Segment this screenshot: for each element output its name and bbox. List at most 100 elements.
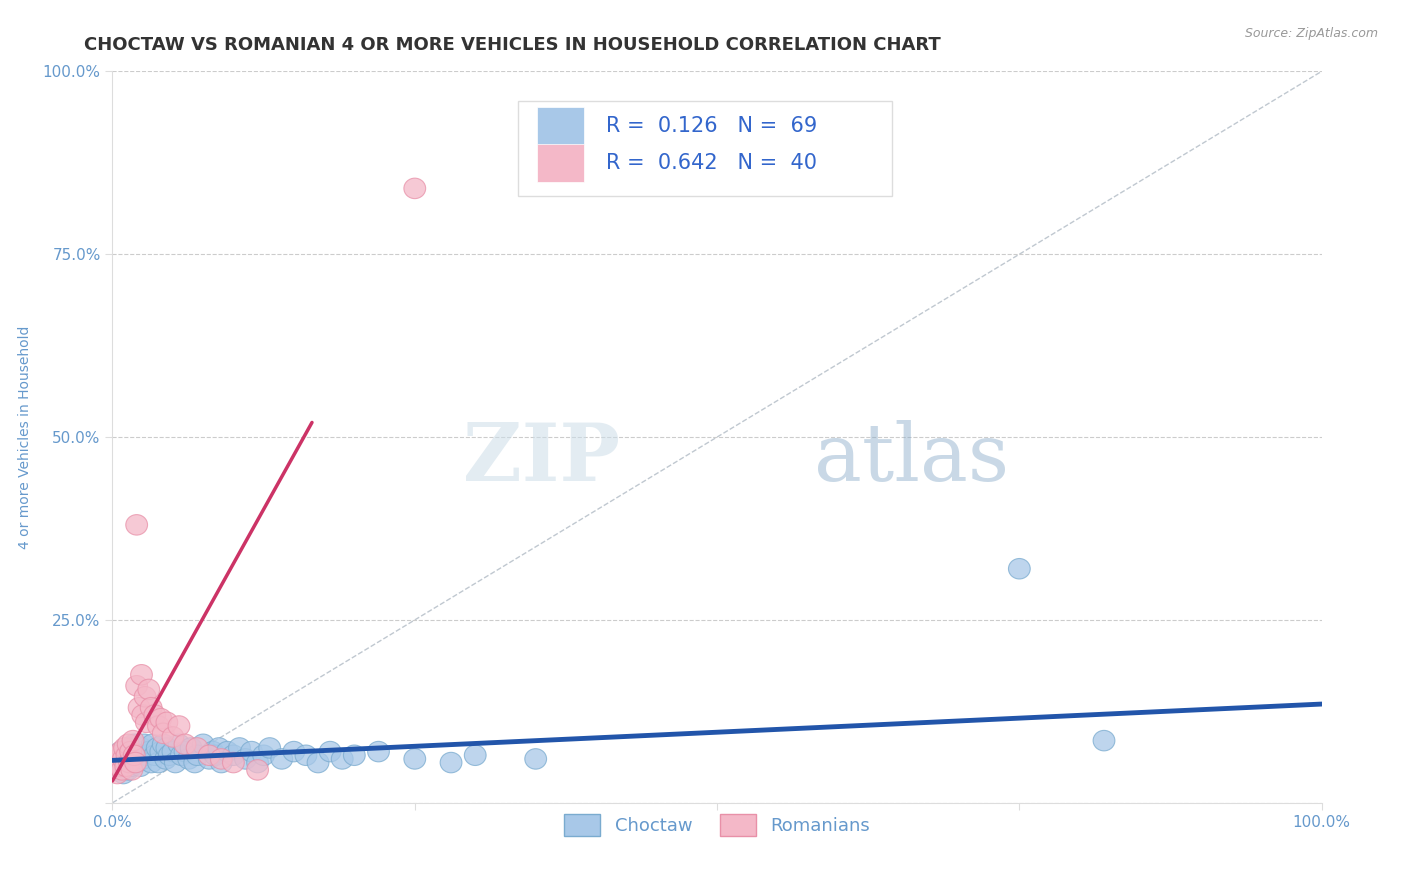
Ellipse shape bbox=[198, 748, 221, 769]
Ellipse shape bbox=[141, 752, 162, 772]
Ellipse shape bbox=[155, 748, 177, 769]
FancyBboxPatch shape bbox=[517, 101, 893, 195]
Ellipse shape bbox=[217, 741, 238, 762]
Ellipse shape bbox=[165, 752, 186, 772]
Text: atlas: atlas bbox=[814, 420, 1010, 498]
Ellipse shape bbox=[125, 752, 148, 772]
Ellipse shape bbox=[343, 745, 366, 765]
Ellipse shape bbox=[222, 752, 245, 772]
Ellipse shape bbox=[169, 715, 190, 736]
Text: CHOCTAW VS ROMANIAN 4 OR MORE VEHICLES IN HOUSEHOLD CORRELATION CHART: CHOCTAW VS ROMANIAN 4 OR MORE VEHICLES I… bbox=[84, 36, 941, 54]
Ellipse shape bbox=[121, 756, 143, 776]
Ellipse shape bbox=[148, 715, 169, 736]
Ellipse shape bbox=[156, 738, 177, 758]
Text: R =  0.642   N =  40: R = 0.642 N = 40 bbox=[606, 153, 817, 173]
Ellipse shape bbox=[128, 698, 150, 718]
Ellipse shape bbox=[246, 760, 269, 780]
Ellipse shape bbox=[295, 745, 316, 765]
Ellipse shape bbox=[108, 756, 131, 776]
Ellipse shape bbox=[110, 741, 132, 762]
Ellipse shape bbox=[180, 738, 202, 758]
Ellipse shape bbox=[124, 745, 145, 765]
Ellipse shape bbox=[162, 727, 184, 747]
Ellipse shape bbox=[174, 734, 195, 755]
Ellipse shape bbox=[117, 734, 139, 755]
Ellipse shape bbox=[118, 738, 141, 758]
Ellipse shape bbox=[125, 752, 146, 772]
Ellipse shape bbox=[125, 745, 146, 765]
Ellipse shape bbox=[156, 712, 177, 732]
Ellipse shape bbox=[135, 745, 157, 765]
Ellipse shape bbox=[283, 741, 305, 762]
Ellipse shape bbox=[211, 748, 232, 769]
Ellipse shape bbox=[524, 748, 547, 769]
Ellipse shape bbox=[186, 738, 208, 758]
FancyBboxPatch shape bbox=[537, 107, 583, 145]
Ellipse shape bbox=[134, 734, 155, 755]
Ellipse shape bbox=[146, 738, 169, 758]
Ellipse shape bbox=[148, 752, 169, 772]
Ellipse shape bbox=[111, 760, 134, 780]
Ellipse shape bbox=[464, 745, 486, 765]
Ellipse shape bbox=[271, 748, 292, 769]
Ellipse shape bbox=[135, 712, 157, 732]
Text: R =  0.126   N =  69: R = 0.126 N = 69 bbox=[606, 116, 817, 136]
Ellipse shape bbox=[240, 741, 263, 762]
Ellipse shape bbox=[253, 745, 274, 765]
Ellipse shape bbox=[202, 741, 224, 762]
Ellipse shape bbox=[118, 752, 141, 772]
Ellipse shape bbox=[131, 738, 152, 758]
Ellipse shape bbox=[108, 745, 129, 765]
Ellipse shape bbox=[142, 734, 163, 755]
Ellipse shape bbox=[186, 745, 208, 765]
Ellipse shape bbox=[128, 741, 150, 762]
Ellipse shape bbox=[1008, 558, 1031, 579]
Y-axis label: 4 or more Vehicles in Household: 4 or more Vehicles in Household bbox=[17, 326, 31, 549]
Ellipse shape bbox=[107, 764, 128, 784]
Ellipse shape bbox=[105, 748, 127, 769]
Ellipse shape bbox=[222, 745, 245, 765]
Ellipse shape bbox=[124, 734, 145, 755]
Ellipse shape bbox=[162, 741, 184, 762]
Ellipse shape bbox=[112, 748, 134, 769]
Ellipse shape bbox=[125, 675, 148, 696]
Ellipse shape bbox=[114, 738, 135, 758]
Ellipse shape bbox=[131, 665, 152, 685]
Ellipse shape bbox=[132, 705, 153, 725]
Ellipse shape bbox=[121, 760, 143, 780]
Ellipse shape bbox=[134, 687, 156, 707]
Ellipse shape bbox=[117, 760, 139, 780]
Ellipse shape bbox=[404, 748, 426, 769]
Ellipse shape bbox=[307, 752, 329, 772]
Ellipse shape bbox=[120, 741, 142, 762]
Ellipse shape bbox=[367, 741, 389, 762]
Ellipse shape bbox=[259, 738, 281, 758]
Ellipse shape bbox=[143, 745, 166, 765]
FancyBboxPatch shape bbox=[537, 144, 583, 182]
Ellipse shape bbox=[132, 748, 153, 769]
Ellipse shape bbox=[204, 745, 226, 765]
Ellipse shape bbox=[332, 748, 353, 769]
Ellipse shape bbox=[150, 741, 172, 762]
Ellipse shape bbox=[105, 752, 127, 772]
Ellipse shape bbox=[246, 752, 269, 772]
Ellipse shape bbox=[129, 756, 152, 776]
Ellipse shape bbox=[440, 752, 463, 772]
Ellipse shape bbox=[404, 178, 426, 199]
Text: ZIP: ZIP bbox=[464, 420, 620, 498]
Ellipse shape bbox=[125, 515, 148, 535]
Ellipse shape bbox=[108, 756, 131, 776]
Ellipse shape bbox=[211, 752, 232, 772]
Ellipse shape bbox=[114, 748, 135, 769]
Ellipse shape bbox=[112, 764, 134, 784]
Ellipse shape bbox=[111, 752, 134, 772]
Ellipse shape bbox=[177, 748, 200, 769]
Ellipse shape bbox=[117, 745, 138, 765]
Ellipse shape bbox=[143, 705, 166, 725]
Ellipse shape bbox=[208, 738, 229, 758]
Ellipse shape bbox=[229, 738, 250, 758]
Ellipse shape bbox=[319, 741, 342, 762]
Ellipse shape bbox=[159, 745, 180, 765]
Ellipse shape bbox=[193, 734, 214, 755]
Legend: Choctaw, Romanians: Choctaw, Romanians bbox=[555, 805, 879, 845]
